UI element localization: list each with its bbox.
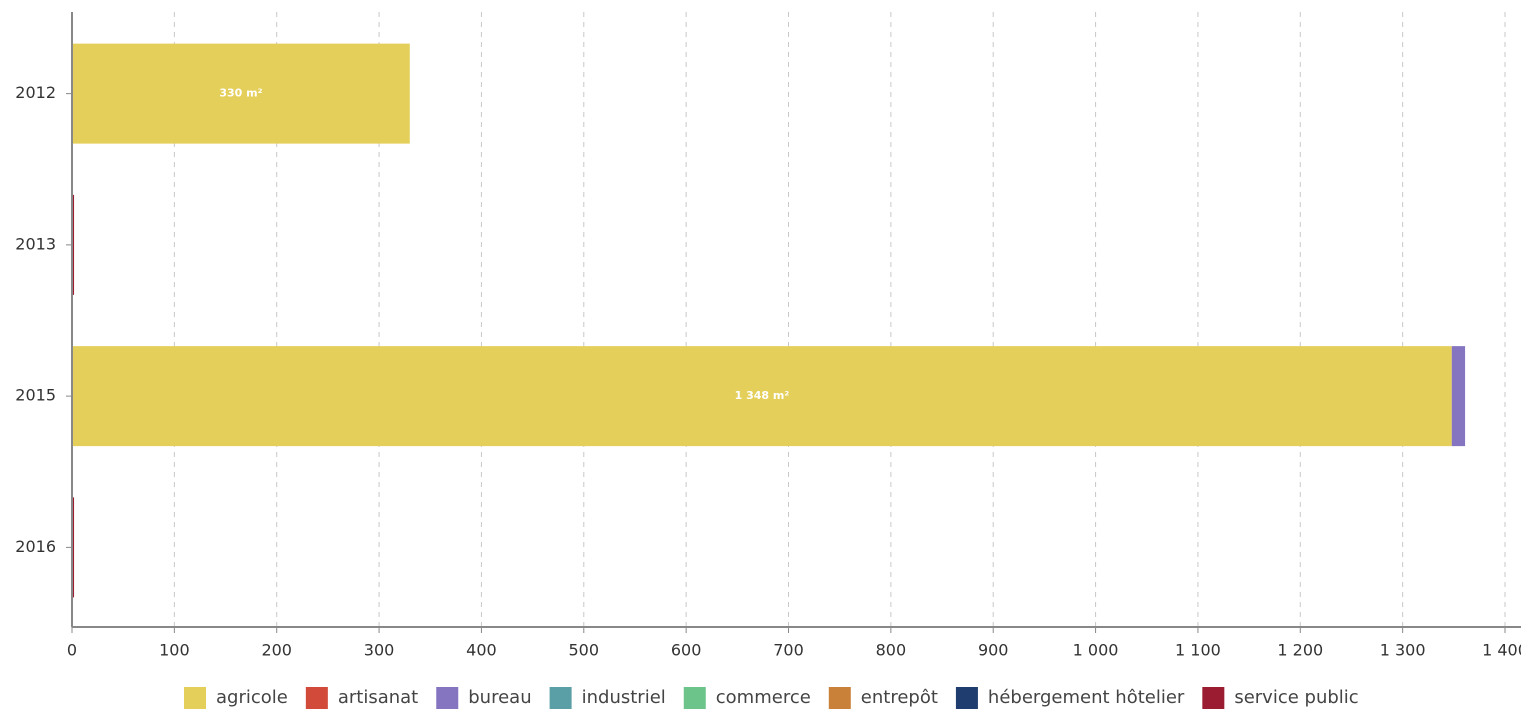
legend-label: service public	[1234, 687, 1358, 708]
legend: agricole artisanat bureau industriel commerc…	[184, 687, 1359, 709]
x-tick-label: 1 300	[1380, 641, 1426, 660]
legend-label: commerce	[716, 687, 811, 708]
y-tick-label: 2016	[15, 537, 56, 556]
x-tick-label: 1 100	[1175, 641, 1221, 660]
legend-label: entrepôt	[861, 687, 938, 708]
y-tick-label: 2012	[15, 83, 56, 102]
x-tick-label: 700	[773, 641, 804, 660]
legend-swatch	[683, 687, 706, 709]
x-tick-label: 1 000	[1073, 641, 1119, 660]
x-tick-label: 900	[978, 641, 1009, 660]
legend-swatch	[549, 687, 572, 709]
legend-label: agricole	[216, 687, 288, 708]
legend-swatch	[828, 687, 851, 709]
x-tick-label: 1 400	[1482, 641, 1521, 660]
x-tick-label: 600	[671, 641, 702, 660]
legend-swatch	[955, 687, 978, 709]
bar-segment	[72, 43, 410, 144]
legend-swatch	[1202, 687, 1225, 709]
y-tick-label: 2015	[15, 386, 56, 405]
y-tick-label: 2013	[15, 234, 56, 253]
x-tick-label: 200	[261, 641, 292, 660]
x-tick-label: 100	[159, 641, 190, 660]
data-label: 330 m²	[219, 87, 262, 100]
bar-segment	[72, 194, 75, 295]
legend-label: hébergement hôtelier	[988, 687, 1185, 708]
legend-swatch	[436, 687, 459, 709]
x-tick-label: 0	[67, 641, 77, 660]
legend-swatch	[184, 687, 206, 709]
bar-segment	[72, 346, 1452, 447]
x-tick-label: 800	[876, 641, 907, 660]
x-tick-label: 1 200	[1277, 641, 1323, 660]
x-tick-label: 500	[569, 641, 600, 660]
x-tick-label: 400	[466, 641, 497, 660]
bar-segment	[72, 497, 75, 598]
legend-label: industriel	[582, 687, 666, 708]
x-tick-label: 300	[364, 641, 395, 660]
legend-label: bureau	[468, 687, 531, 708]
bar-segment	[1451, 346, 1466, 447]
legend-label: artisanat	[338, 687, 418, 708]
data-label: 1 348 m²	[735, 389, 790, 402]
legend-swatch	[305, 687, 328, 709]
